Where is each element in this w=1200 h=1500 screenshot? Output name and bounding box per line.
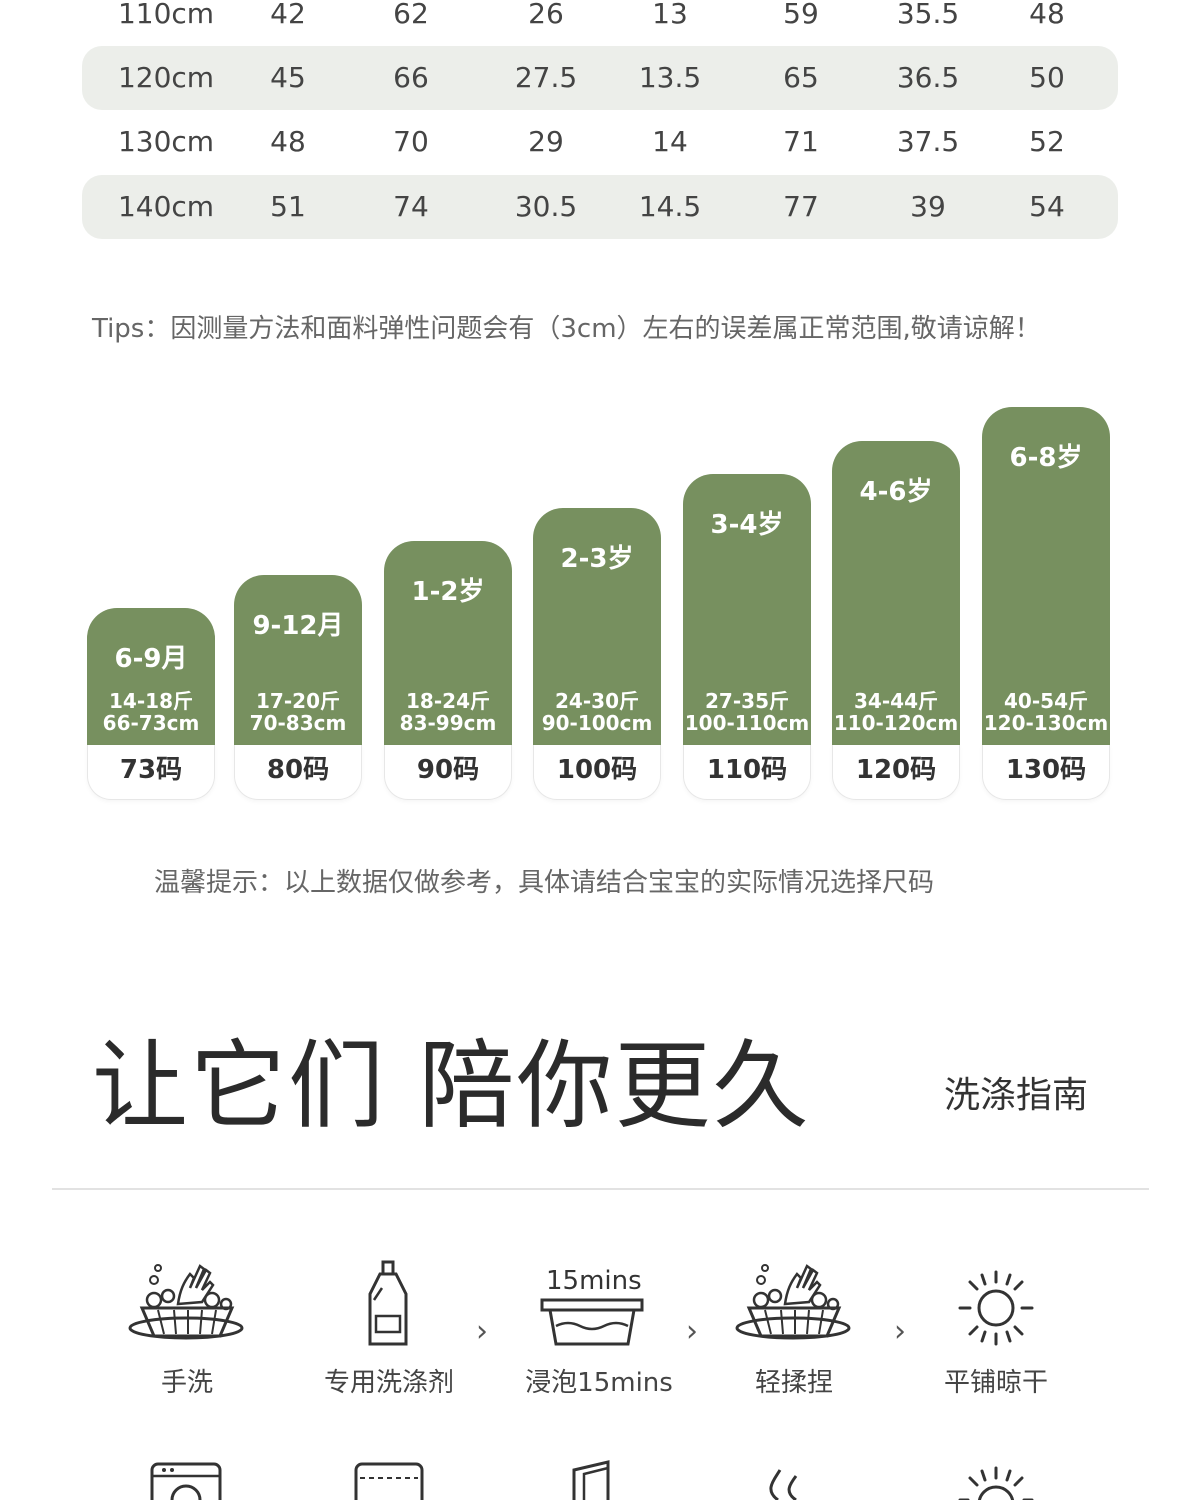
height-range: 110-120cm	[833, 711, 959, 735]
size-hint: 温馨提示：以上数据仅做参考，具体请结合宝宝的实际情况选择尺码	[154, 868, 935, 898]
age-label: 9-12月	[252, 610, 344, 641]
measure-cell: 66	[393, 61, 429, 94]
weight-range: 14-18斤	[109, 689, 193, 713]
step-label: 平铺晾干	[943, 1368, 1049, 1398]
size-table-row: 130cm 48 70 29 14 71 37.5 52	[82, 110, 1118, 174]
size-table-row: 120cm 45 66 27.5 13.5 65 36.5 50	[82, 46, 1118, 110]
step-label: 轻揉捏	[754, 1368, 834, 1398]
weight-range: 17-20斤	[256, 689, 340, 713]
weight-range: 27-35斤	[705, 689, 789, 713]
age-label: 4-6岁	[859, 476, 933, 507]
age-bar: 4-6岁 34-44斤 110-120cm	[832, 440, 960, 745]
arrow-icon: ›	[686, 1314, 698, 1349]
weight-range: 18-24斤	[406, 689, 490, 713]
age-bar: 1-2岁 18-24斤 83-99cm	[384, 541, 512, 745]
height-range: 90-100cm	[541, 711, 653, 735]
measure-cell: 74	[393, 190, 429, 223]
size-code: 120码	[832, 745, 960, 800]
measure-cell: 26	[528, 0, 564, 30]
size-code: 80码	[234, 745, 362, 800]
height-range: 100-110cm	[684, 711, 810, 735]
size-cell: 140cm	[117, 190, 215, 223]
age-bar: 6-9月 14-18斤 66-73cm	[87, 608, 215, 745]
step-label: 浸泡15mins	[525, 1368, 673, 1398]
age-bar: 9-12月 17-20斤 70-83cm	[234, 574, 362, 745]
care-headline: 让它们 陪你更久	[92, 1030, 811, 1142]
height-range: 66-73cm	[102, 711, 200, 735]
size-code: 100码	[533, 745, 661, 800]
timer-label: 15mins	[546, 1266, 642, 1296]
weight-range: 34-44斤	[854, 689, 938, 713]
measure-cell: 59	[783, 0, 819, 30]
measure-cell: 54	[1029, 190, 1065, 223]
measure-cell: 29	[528, 125, 564, 158]
dryer-icon	[354, 1462, 424, 1500]
measure-cell: 50	[1029, 61, 1065, 94]
measure-cell: 52	[1029, 125, 1065, 158]
measure-cell: 62	[393, 0, 429, 30]
size-table-row: 140cm 51 74 30.5 14.5 77 39 54	[82, 175, 1118, 239]
measure-cell: 30.5	[514, 190, 578, 223]
age-label: 6-9月	[114, 644, 188, 674]
tips-text: Tips：因测量方法和面料弹性问题会有（3cm）左右的误差属正常范围,敬请谅解！	[92, 314, 1041, 344]
age-label: 3-4岁	[710, 510, 784, 540]
measure-cell: 71	[783, 125, 819, 158]
age-bar: 2-3岁 24-30斤 90-100cm	[533, 507, 661, 745]
age-bar: 3-4岁 27-35斤 100-110cm	[683, 474, 811, 745]
size-code: 90码	[384, 745, 512, 800]
measure-cell: 13.5	[638, 61, 702, 94]
measure-cell: 35.5	[896, 0, 960, 30]
hand-wash-icon	[128, 1264, 244, 1340]
age-label: 2-3岁	[560, 543, 634, 574]
age-bar: 6-8岁 40-54斤 120-130cm	[982, 407, 1110, 745]
measure-cell: 77	[783, 190, 819, 223]
height-range: 70-83cm	[249, 711, 347, 735]
gentle-knead-icon	[735, 1264, 851, 1340]
measure-cell: 48	[1029, 0, 1065, 30]
weight-range: 24-30斤	[555, 689, 639, 713]
door-icon	[572, 1460, 610, 1500]
measure-cell: 14.5	[638, 190, 702, 223]
age-label: 6-8岁	[1009, 443, 1083, 473]
arrow-icon: ›	[476, 1314, 488, 1349]
weight-range: 40-54斤	[1004, 689, 1088, 713]
size-table-row: 110cm 42 62 26 13 59 35.5 48	[82, 0, 1118, 46]
size-code: 110码	[683, 745, 811, 800]
measure-cell: 36.5	[896, 61, 960, 94]
age-label: 1-2岁	[411, 577, 485, 607]
measure-cell: 37.5	[896, 125, 960, 158]
size-code: 130码	[982, 745, 1110, 800]
step-label: 专用洗涤剂	[323, 1368, 455, 1398]
sun-dry-icon	[958, 1270, 1034, 1346]
height-range: 120-130cm	[983, 711, 1109, 735]
arrow-icon: ›	[894, 1314, 906, 1349]
measure-cell: 65	[783, 61, 819, 94]
divider	[52, 1188, 1149, 1190]
measure-cell: 51	[270, 190, 306, 223]
detergent-bottle-icon	[368, 1260, 408, 1346]
measure-cell: 27.5	[514, 61, 578, 94]
measure-cell: 70	[393, 125, 429, 158]
measure-cell: 39	[910, 190, 946, 223]
measure-cell: 14	[652, 125, 688, 158]
soak-basin-icon	[540, 1298, 644, 1346]
height-range: 83-99cm	[399, 711, 497, 735]
size-cell: 120cm	[117, 61, 215, 94]
washing-machine-icon	[150, 1462, 222, 1500]
measure-cell: 42	[270, 0, 306, 30]
steam-icon	[769, 1469, 798, 1500]
size-cell: 110cm	[117, 0, 215, 30]
measure-cell: 48	[270, 125, 306, 158]
step-label: 手洗	[160, 1368, 214, 1398]
size-code: 73码	[87, 745, 215, 800]
measure-cell: 45	[270, 61, 306, 94]
sun-icon	[958, 1466, 1034, 1500]
care-subhead: 洗涤指南	[944, 1075, 1089, 1116]
measure-cell: 13	[652, 0, 688, 30]
size-cell: 130cm	[117, 125, 215, 158]
